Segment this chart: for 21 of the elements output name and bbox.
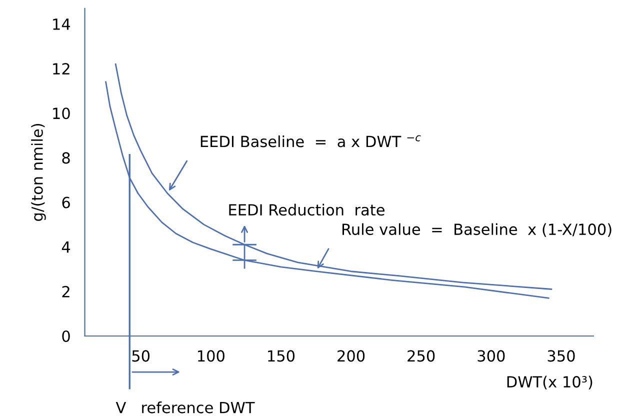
x-tick-label: 150 [268,350,295,362]
y-tick-label: 14 [53,18,70,30]
x-tick-label: 50 [132,350,150,362]
y-axis-title: g/(ton nmile) [31,124,46,221]
annotation: EEDI Reduction rate [229,204,384,216]
y-tick-label: 6 [62,196,70,208]
ref-line-label: V reference DWT [116,402,255,414]
y-tick-label: 10 [53,108,70,120]
x-axis-title: DWT(x 10³) [507,376,592,390]
x-tick-label: 300 [478,350,505,362]
x-tick-label: 200 [338,350,365,362]
x-tick-label: 350 [548,350,575,362]
y-tick-label: 8 [62,152,70,164]
annotation: Rule value = Baseline x (1-X/100) [342,223,612,237]
annotation: EEDI Baseline = a x DWT $^{−c}$ [200,135,421,148]
x-tick-label: 250 [408,350,435,362]
y-tick-label: 0 [62,330,70,342]
x-tick-label: 100 [198,350,224,362]
y-tick-label: 4 [62,242,70,253]
y-tick-label: 2 [62,286,70,298]
y-tick-label: 12 [53,63,70,74]
